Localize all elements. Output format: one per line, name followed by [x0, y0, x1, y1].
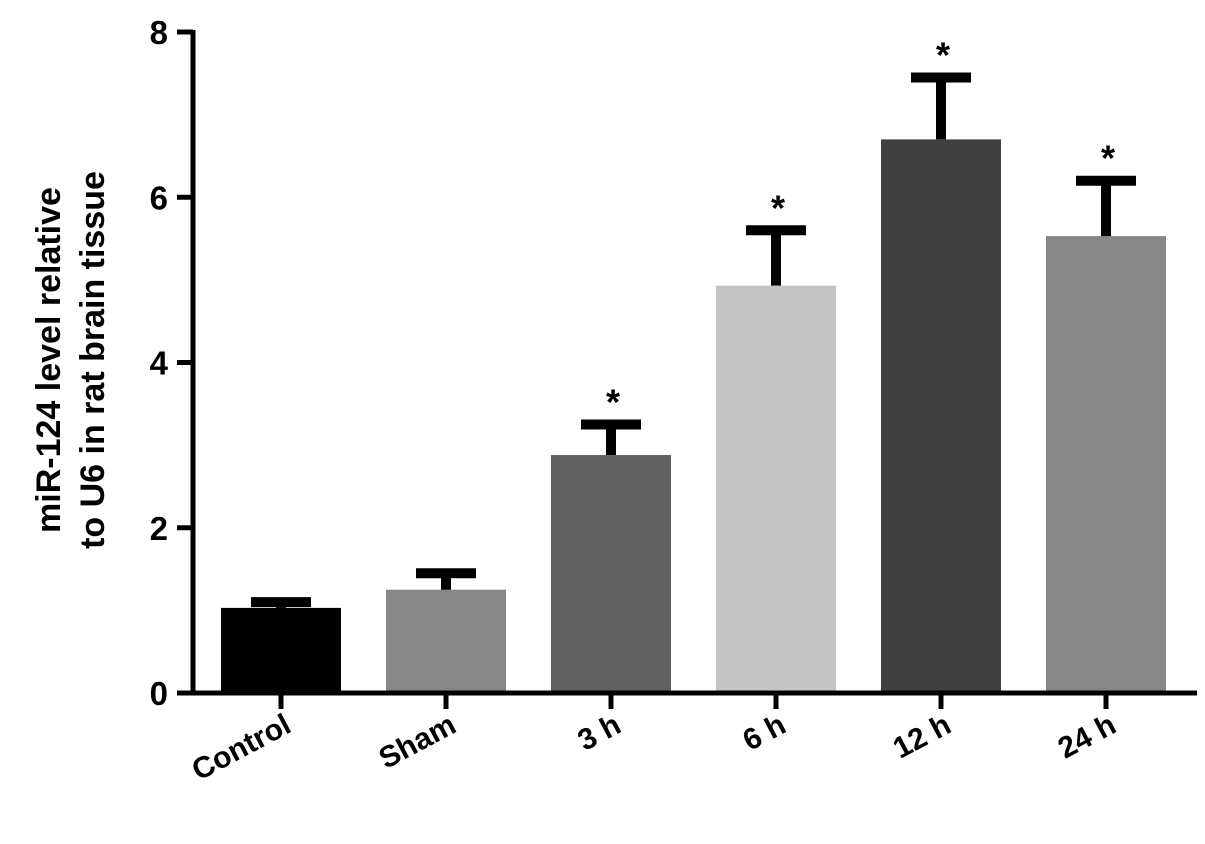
error-bar-12-h [911, 72, 971, 140]
y-tick-label-4: 4 [150, 345, 169, 382]
x-tick-label-6-h: 6 h [738, 708, 792, 757]
bar-24-h [1046, 236, 1166, 694]
bar-12-h [881, 139, 1001, 694]
error-bar-24-h [1076, 175, 1136, 237]
error-bar-sham [416, 568, 476, 590]
x-tick-label-control: Control [187, 708, 297, 787]
x-tick-label-3-h: 3 h [573, 708, 627, 757]
significance-marker-6-h: * [771, 187, 785, 228]
x-tick-label-12-h: 12 h [888, 708, 956, 765]
bar-6-h [716, 285, 836, 693]
significance-marker-3-h: * [606, 381, 620, 422]
y-tick-label-8: 8 [150, 14, 168, 51]
significance-marker-24-h: * [1101, 138, 1115, 179]
y-axis-title-line-2: to U6 in rat brain tissue [74, 171, 112, 549]
bar-control [221, 607, 341, 693]
y-axis-title: miR-124 level relative to U6 in rat brai… [30, 171, 112, 549]
y-tick-label-6: 6 [150, 179, 168, 216]
x-tick-label-sham: Sham [374, 708, 462, 775]
significance-marker-12-h: * [936, 34, 950, 75]
y-tick-label-2: 2 [150, 510, 168, 547]
error-bar-control [251, 597, 311, 608]
bar-3-h [551, 455, 671, 693]
x-tick-label-24-h: 24 h [1053, 708, 1121, 765]
error-bar-3-h [581, 419, 641, 456]
bar-sham [386, 589, 506, 693]
y-axis-title-line-1: miR-124 level relative [30, 187, 68, 533]
error-bar-6-h [746, 225, 806, 286]
y-tick-label-0: 0 [150, 675, 168, 712]
